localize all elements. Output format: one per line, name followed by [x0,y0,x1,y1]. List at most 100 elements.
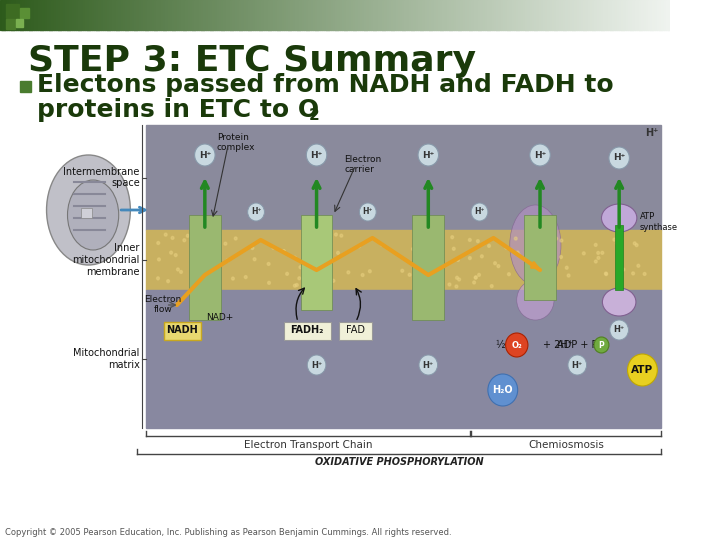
Bar [12,0,14,30]
Circle shape [234,237,237,240]
Bar [170,0,173,30]
Circle shape [549,258,552,261]
Bar [508,0,510,30]
Bar [237,0,240,30]
Bar [116,0,119,30]
Bar [527,0,530,30]
Text: FADH₂: FADH₂ [291,325,324,335]
Bar [181,0,184,30]
Bar [273,0,275,30]
Bar [150,0,153,30]
Circle shape [380,243,383,246]
Circle shape [157,241,160,245]
Bar [318,0,320,30]
Circle shape [537,275,540,278]
Bar [642,0,644,30]
Bar [355,0,358,30]
Bar [266,0,269,30]
Bar [172,0,175,30]
Circle shape [268,281,271,285]
Bar [217,0,220,30]
Bar [290,0,293,30]
Circle shape [553,275,556,279]
Circle shape [226,259,229,262]
Circle shape [565,266,568,269]
Bar [18,0,21,30]
Text: H⁺: H⁺ [310,151,323,159]
Text: H₂O: H₂O [492,385,513,395]
Bar [302,0,305,30]
Circle shape [622,268,625,271]
Text: FAD: FAD [346,325,365,335]
Circle shape [643,272,646,275]
Bar [494,0,497,30]
Bar [158,0,161,30]
Bar [130,0,132,30]
Text: Protein
complex: Protein complex [217,133,256,152]
Bar [364,0,367,30]
Bar [336,0,338,30]
Bar [22,0,25,30]
Bar [525,0,528,30]
Bar [261,0,264,30]
Circle shape [359,203,376,221]
Bar [6,19,15,29]
Text: ATP: ATP [631,365,654,375]
Text: Electron
flow: Electron flow [144,295,181,314]
Circle shape [609,147,629,169]
Bar [320,0,323,30]
Bar [521,0,523,30]
Ellipse shape [517,280,554,320]
Bar [449,0,452,30]
Bar [85,0,88,30]
Text: H⁺: H⁺ [311,361,322,369]
Bar [223,0,226,30]
Bar [103,0,106,30]
Bar [570,0,572,30]
Bar [612,0,615,30]
Bar [65,0,68,30]
Bar [81,0,83,30]
Bar [69,0,72,30]
Bar [505,0,508,30]
Bar [271,0,273,30]
Bar [96,0,99,30]
Circle shape [180,271,182,273]
Circle shape [474,276,477,279]
Text: Electron Transport Chain: Electron Transport Chain [244,440,372,450]
Bar [197,0,199,30]
Bar [382,0,384,30]
Text: H⁺: H⁺ [572,361,583,369]
Bar [648,0,651,30]
Bar [595,0,597,30]
Bar [510,0,512,30]
Circle shape [232,277,234,280]
Circle shape [610,320,629,340]
Bar [346,0,349,30]
Bar [76,0,78,30]
Bar [476,0,479,30]
Circle shape [413,262,416,266]
Bar [206,0,208,30]
Bar [603,0,606,30]
Circle shape [536,259,539,262]
Bar [420,0,423,30]
Circle shape [441,259,444,262]
Ellipse shape [601,204,637,232]
Bar [42,0,45,30]
Bar [34,0,36,30]
Bar [141,0,143,30]
Bar [552,0,554,30]
Bar [577,0,579,30]
Bar [47,0,50,30]
Bar [239,0,242,30]
Bar [253,0,255,30]
Text: OXIDATIVE PHOSPHORYLATION: OXIDATIVE PHOSPHORYLATION [315,457,483,467]
Bar [514,0,517,30]
Bar [575,0,577,30]
Bar [639,0,642,30]
Bar [358,0,360,30]
Circle shape [494,262,497,265]
Circle shape [628,354,657,386]
Circle shape [204,249,207,253]
